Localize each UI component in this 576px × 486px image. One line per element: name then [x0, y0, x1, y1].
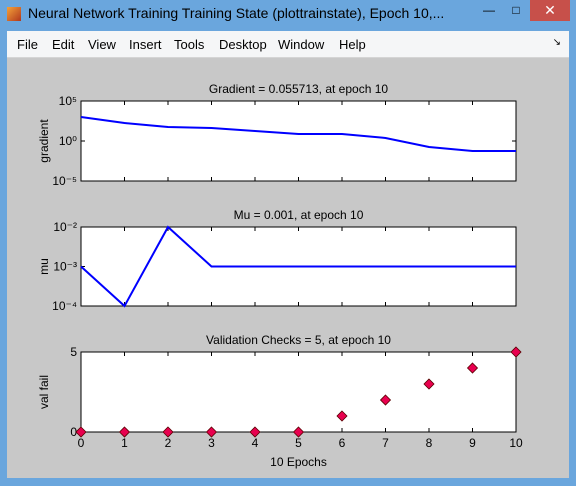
window-title: Neural Network Training Training State (… — [28, 5, 445, 21]
data-point — [466, 362, 479, 374]
y-tick-label: 5 — [70, 345, 77, 359]
data-point — [75, 426, 87, 438]
data-line — [80, 116, 517, 153]
axes-background — [80, 100, 517, 182]
y-tick-label: 10⁻⁴ — [52, 299, 77, 313]
x-tick-label: 7 — [382, 436, 389, 450]
data-line — [80, 225, 516, 308]
data-point — [510, 346, 522, 358]
maximize-button[interactable]: □ — [512, 3, 520, 17]
minimize-button[interactable]: — — [483, 3, 495, 17]
y-tick-label: 10⁵ — [59, 94, 77, 108]
dock-icon[interactable]: ↘ — [552, 37, 561, 48]
x-tick-label: 8 — [426, 436, 433, 450]
x-tick-label: 0 — [78, 436, 85, 450]
data-point — [292, 426, 305, 438]
figure: Gradient = 0.055713, at epoch 10 gradient… — [7, 58, 569, 478]
x-axis-label: 10 Epochs — [270, 455, 327, 469]
menu-item[interactable]: File — [17, 37, 38, 52]
x-tick-label: 6 — [339, 436, 346, 450]
menu-item[interactable]: Help — [339, 37, 366, 52]
x-tick-label: 2 — [165, 436, 172, 450]
x-tick-label: 9 — [469, 436, 476, 450]
menu-item[interactable]: View — [88, 37, 116, 52]
y-tick-label: 10⁻³ — [53, 260, 77, 274]
x-tick-label: 5 — [295, 436, 302, 450]
y-tick-label: 0 — [70, 425, 77, 439]
menu-item[interactable]: Window — [278, 37, 325, 52]
y-tick-label: 10⁰ — [59, 134, 77, 148]
data-point — [205, 426, 218, 438]
axes-background — [80, 351, 517, 433]
menu-item[interactable]: Insert — [129, 37, 162, 52]
y-tick-label: 10⁻² — [53, 220, 77, 234]
close-button[interactable]: ✕ — [530, 0, 570, 21]
y-axis-label: val fail — [37, 375, 51, 409]
data-point — [336, 410, 348, 422]
x-tick-label: 10 — [509, 436, 523, 450]
chart-title: Validation Checks = 5, at epoch 10 — [206, 333, 391, 347]
x-tick-label: 3 — [208, 436, 215, 450]
menu-item[interactable]: Desktop — [219, 37, 267, 52]
data-point — [379, 394, 392, 406]
y-axis-label: mu — [37, 258, 51, 275]
app-icon — [7, 7, 21, 21]
menu-item[interactable]: Edit — [52, 37, 75, 52]
data-point — [249, 426, 261, 438]
x-tick-label: 4 — [252, 436, 259, 450]
menu-bar: ↘ File Edit View Insert Tools Desktop Window He… — [7, 31, 569, 58]
chart-title: Mu = 0.001, at epoch 10 — [234, 208, 364, 222]
y-axis-label: gradient — [37, 119, 51, 163]
data-point — [423, 378, 435, 390]
chart-title: Gradient = 0.055713, at epoch 10 — [209, 82, 388, 96]
data-point — [118, 426, 131, 438]
data-point — [162, 426, 174, 438]
y-tick-label: 10⁻⁵ — [52, 174, 77, 188]
x-tick-label: 1 — [121, 436, 128, 450]
menu-item[interactable]: Tools — [174, 37, 205, 52]
